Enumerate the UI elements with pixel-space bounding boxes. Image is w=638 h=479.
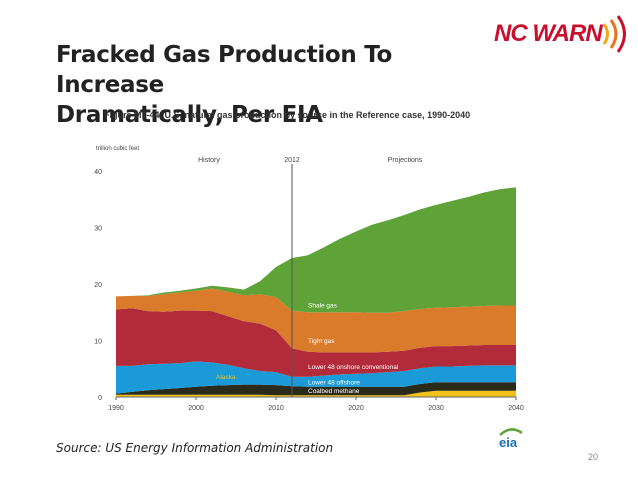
area-series-tight-gas <box>116 288 516 353</box>
y-tick-label-0: 0 <box>98 395 102 402</box>
eia-logo-icon: eia <box>499 428 523 450</box>
x-tick-label-2010: 2010 <box>268 405 284 412</box>
title-line-1: Fracked Gas Production To Increase <box>56 42 393 98</box>
x-tick-label-2040: 2040 <box>508 405 524 412</box>
y-tick-label-40: 40 <box>94 169 102 176</box>
period-label-projections: Projections <box>388 157 423 164</box>
source-note: Source: US Energy Information Administra… <box>56 441 334 455</box>
x-tick-label-2030: 2030 <box>428 405 444 412</box>
title-line-2: Dramatically, Per EIA <box>56 102 323 128</box>
page-number: 20 <box>588 452 599 462</box>
y-tick-label-30: 30 <box>94 226 102 233</box>
annotation-lower-48-offshore: Lower 48 offshore <box>308 380 360 387</box>
period-label-history: History <box>198 157 220 164</box>
area-series-coalbed-methane <box>116 382 516 396</box>
x-tick-label-1990: 1990 <box>108 405 124 412</box>
area-series-lower-48-offshore <box>116 361 516 394</box>
nc-warn-logo: NC WARN <box>494 14 634 54</box>
slide-title: Fracked Gas Production To Increase Drama… <box>56 40 486 130</box>
area-series-shale-gas <box>116 187 516 313</box>
logo-text: NC WARN <box>494 20 603 47</box>
x-tick-label-2020: 2020 <box>348 405 364 412</box>
eia-logo: eia <box>496 425 526 451</box>
area-series-alaska <box>116 390 516 397</box>
signal-waves-icon <box>602 15 626 53</box>
y-tick-label-20: 20 <box>94 282 102 289</box>
annotation-alaska: Alaska <box>216 374 236 381</box>
x-tick-label-2000: 2000 <box>188 405 204 412</box>
area-series-lower-48-onshore-conventional <box>116 308 516 377</box>
period-label-2012: 2012 <box>284 157 300 164</box>
y-tick-label-10: 10 <box>94 339 102 346</box>
figure-caption: Figure MT-44. U.S. natural gas productio… <box>104 110 471 120</box>
eia-logo-text: eia <box>499 435 518 450</box>
y-axis-label: trillion cubic feet <box>96 146 139 152</box>
annotation-tight-gas: Tight gas <box>308 338 335 345</box>
annotation-coalbed-methane: Coalbed methane <box>308 388 360 395</box>
annotation-shale-gas: Shale gas <box>308 303 338 310</box>
annotation-lower-48-onshore-conventional: Lower 48 onshore conventional <box>308 364 399 371</box>
